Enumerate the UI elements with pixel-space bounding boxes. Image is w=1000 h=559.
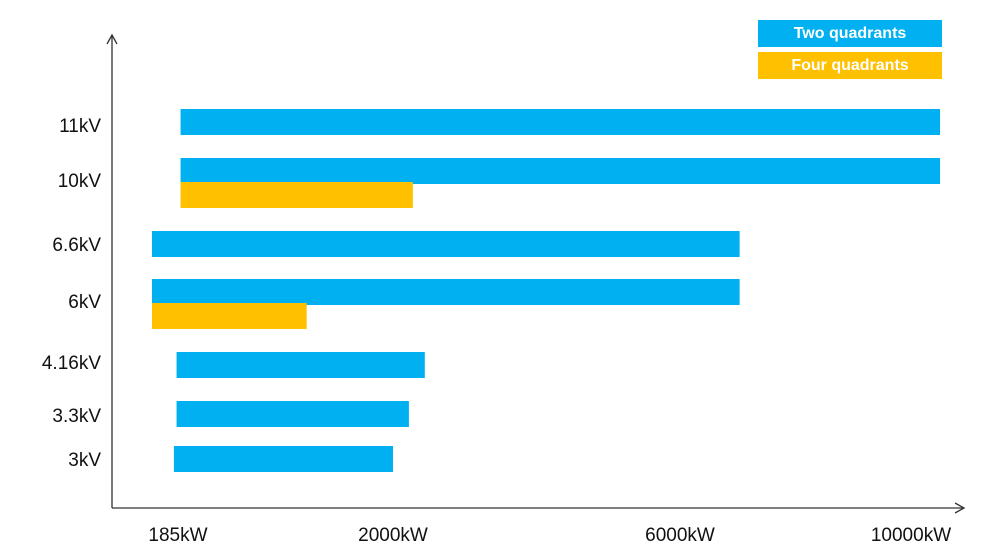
y-tick-label: 3.3kV: [52, 406, 101, 427]
y-axis-arrow-icon: [106, 33, 118, 45]
y-tick-label: 11kV: [59, 116, 101, 137]
axes: [106, 33, 966, 514]
y-tick-label: 3kV: [68, 450, 101, 471]
x-tick-label: 185kW: [148, 525, 207, 546]
x-tick-labels: 185kW 2000kW 6000kW 10000kW: [148, 525, 951, 546]
bar-four-quadrants-10kV: [180, 182, 413, 208]
y-tick-label: 4.16kV: [42, 353, 101, 374]
legend-four-quadrants: Four quadrants: [758, 52, 942, 79]
bar-two-quadrants-6-6kV: [152, 231, 740, 257]
bars: [152, 109, 940, 472]
x-tick-label: 10000kW: [871, 525, 951, 546]
y-tick-labels: 11kV 10kV 6.6kV 6kV 4.16kV 3.3kV 3kV: [42, 116, 101, 471]
y-tick-label: 6kV: [68, 292, 101, 313]
bar-two-quadrants-6kV: [152, 279, 740, 305]
bar-two-quadrants-4-16kV: [176, 352, 425, 378]
y-tick-label: 10kV: [58, 171, 102, 192]
x-axis-arrow-icon: [954, 502, 966, 514]
legend-two-quadrants: Two quadrants: [758, 20, 942, 47]
bar-two-quadrants-10kV: [180, 158, 940, 184]
x-tick-label: 2000kW: [358, 525, 428, 546]
y-tick-label: 6.6kV: [52, 235, 101, 256]
x-tick-label: 6000kW: [645, 525, 715, 546]
bar-two-quadrants-11kV: [180, 109, 940, 135]
bar-four-quadrants-6kV: [152, 303, 307, 329]
bar-two-quadrants-3-3kV: [176, 401, 409, 427]
bar-two-quadrants-3kV: [173, 446, 393, 472]
